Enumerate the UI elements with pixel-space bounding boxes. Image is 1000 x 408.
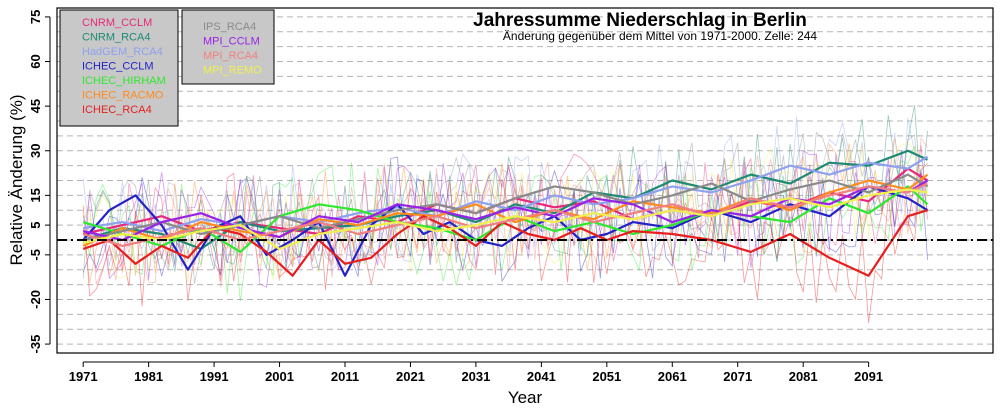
y-tick-label: -5: [28, 249, 43, 261]
x-tick-label: 2071: [723, 369, 752, 384]
legend-entry: ICHEC_CCLM: [82, 61, 154, 73]
legend-entry: IPS_RCA4: [203, 21, 256, 33]
annual-line-mpi-remo: [82, 142, 928, 283]
legend-box-2: IPS_RCA4 MPI_CCLM MPI_RCA4 MPI_REMO: [181, 9, 275, 85]
smoothed-series-lines: [82, 149, 929, 277]
y-tick-label: 45: [28, 99, 43, 113]
y-axis-title: Relative Änderung (%): [7, 94, 26, 265]
x-tick-label: 2081: [789, 369, 818, 384]
y-tick-label: -35: [28, 335, 43, 354]
legend-box-1: CNRM_CCLM CNRM_RCA4 HadGEM_RCA4 ICHEC_CCLM I…: [59, 9, 179, 127]
y-tick-label: 75: [28, 10, 43, 24]
y-tick-label: 15: [28, 188, 43, 202]
x-tick-label: 2031: [461, 369, 490, 384]
legend-entry: ICHEC_HIRHAM: [82, 75, 166, 87]
annual-line-ips-rca4: [82, 131, 928, 284]
chart-title: Jahressumme Niederschlag in Berlin: [473, 10, 807, 31]
x-tick-label: 2041: [527, 369, 556, 384]
x-tick-label: 2051: [592, 369, 621, 384]
legend-entry: CNRM_CCLM: [82, 17, 152, 29]
y-tick-label: 60: [28, 54, 43, 68]
x-tick-label: 2011: [331, 369, 359, 384]
legend-entry: MPI_RCA4: [203, 50, 258, 62]
x-tick-label: 1981: [134, 369, 163, 384]
y-tick-label: -20: [28, 290, 43, 309]
x-tick-label: 1971: [69, 369, 98, 384]
x-tick-label: 2001: [265, 369, 294, 384]
x-tick-label: 1991: [200, 369, 229, 384]
plot-frame: [56, 7, 994, 354]
x-tick-label: 2021: [396, 369, 425, 384]
y-tick-label: 30: [28, 144, 43, 158]
annual-line-mpi-cclm: [82, 149, 928, 288]
legend-entry: ICHEC_RCA4: [82, 104, 152, 116]
y-tick-label: 5: [28, 221, 43, 228]
series-line-ichec-cclm: [82, 185, 929, 277]
series-line-mpi-remo: [82, 188, 928, 250]
legend-entry: ICHEC_RACMO: [82, 90, 164, 102]
chart-subtitle: Änderung gegenüber dem Mittel von 1971-2…: [503, 29, 818, 43]
annual-line-ichec-racmo: [82, 138, 928, 283]
legend-entry: MPI_REMO: [203, 65, 262, 77]
annual-line-ichec-rca4: [82, 163, 928, 324]
x-axis: 1971 1981 1991 2001 2011 2021 2031 2041 2051 2061…: [69, 361, 883, 384]
legend-entry: MPI_CCLM: [203, 36, 260, 48]
x-axis-title: Year: [508, 388, 543, 407]
series-line-mpi-rca4: [82, 182, 928, 247]
x-tick-label: 2061: [658, 369, 687, 384]
legend-entry: CNRM_RCA4: [82, 32, 150, 44]
x-tick-label: 2091: [854, 369, 883, 384]
y-axis: -35 -20 -5 5 15 30 45 60 75: [28, 10, 51, 354]
legend-entry: HadGEM_RCA4: [82, 46, 163, 58]
